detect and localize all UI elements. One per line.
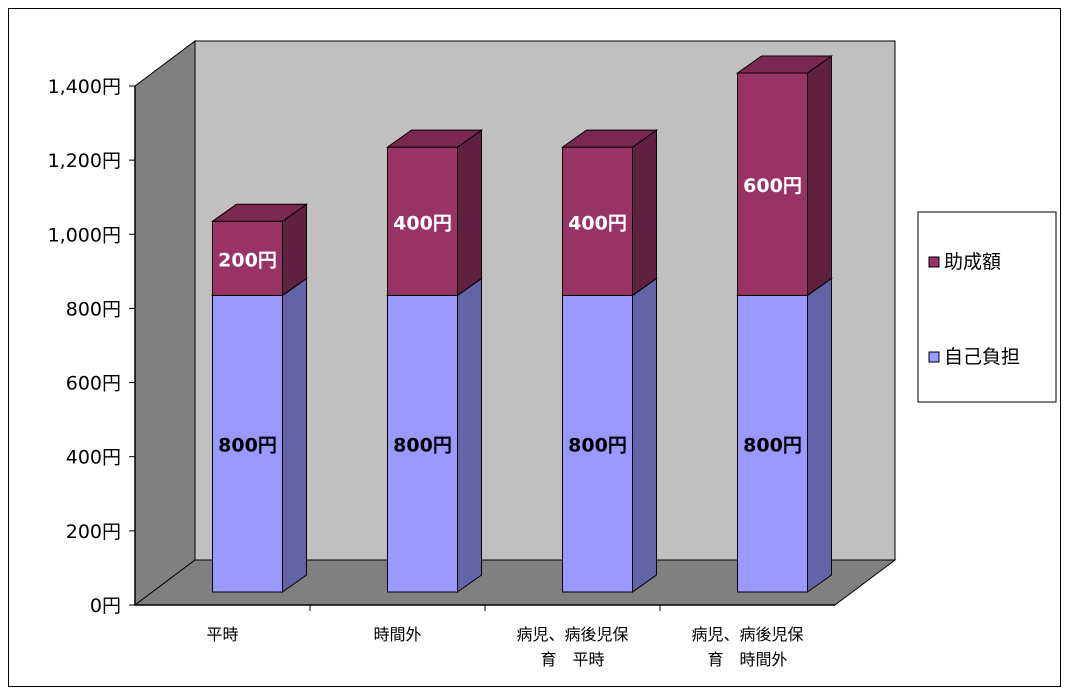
y-tick-label: 1,200円 — [48, 150, 121, 172]
bar-side — [807, 277, 832, 593]
bar-top — [735, 55, 834, 74]
x-category-label: 病児、病後児保 — [516, 625, 628, 644]
data-label: 800円 — [218, 435, 277, 457]
y-tick-label: 1,000円 — [48, 224, 121, 246]
bar-segment — [212, 294, 283, 593]
bar-segment — [212, 220, 283, 296]
bar-top — [210, 203, 309, 222]
bar-segment — [562, 294, 633, 593]
x-category-label: 病児、病後児保 — [691, 625, 803, 644]
y-tick-label: 400円 — [66, 447, 121, 469]
legend-label: 自己負担 — [944, 346, 1020, 368]
y-tick-label: 0円 — [90, 595, 121, 617]
bar-top — [385, 129, 484, 148]
x-category-label: 育 平時 — [540, 650, 604, 669]
x-category-label: 育 時間外 — [707, 650, 787, 669]
data-label: 400円 — [393, 212, 452, 234]
data-label: 800円 — [568, 435, 627, 457]
bar-segment — [562, 146, 633, 296]
data-label: 800円 — [743, 435, 802, 457]
bar-side — [807, 55, 832, 297]
x-category-label: 平時 — [206, 625, 238, 644]
bar-segment — [737, 72, 808, 296]
bar-segment — [387, 146, 458, 296]
bar-side — [282, 277, 307, 593]
x-category-label: 時間外 — [373, 625, 421, 644]
legend-box — [917, 211, 1057, 403]
y-tick-label: 1,400円 — [48, 76, 121, 98]
legend-swatch — [928, 351, 940, 363]
data-label: 400円 — [568, 212, 627, 234]
legend-label: 助成額 — [944, 251, 1001, 273]
left-wall — [134, 40, 196, 606]
bar-side — [632, 129, 657, 297]
data-label: 200円 — [218, 249, 277, 271]
legend-swatch — [928, 256, 940, 268]
bar-side — [632, 277, 657, 593]
bar-side — [457, 277, 482, 593]
bar-side — [457, 129, 482, 297]
y-tick-label: 600円 — [66, 373, 121, 395]
bar-top — [560, 129, 659, 148]
bar-segment — [387, 294, 458, 593]
y-tick-label: 200円 — [66, 521, 121, 543]
data-label: 600円 — [743, 175, 802, 197]
data-label: 800円 — [393, 435, 452, 457]
y-tick-label: 800円 — [66, 298, 121, 320]
